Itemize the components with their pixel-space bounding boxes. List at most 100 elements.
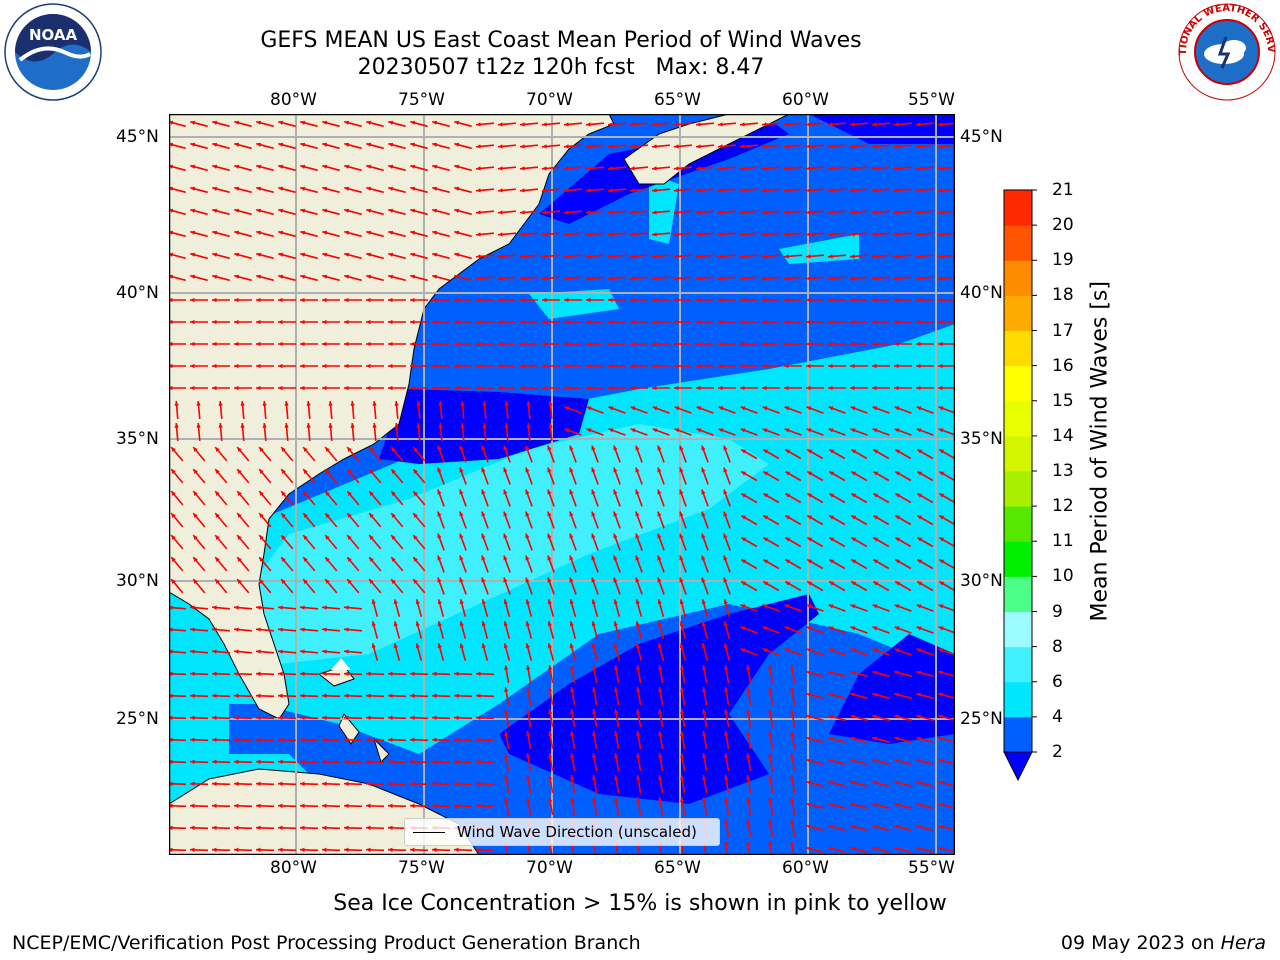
direction-arrow-head xyxy=(608,254,613,259)
direction-arrow-head xyxy=(696,166,701,171)
direction-arrow-head xyxy=(762,428,768,433)
direction-arrow-head xyxy=(504,731,509,736)
direction-arrow-head xyxy=(190,341,195,347)
direction-arrow-head xyxy=(212,671,217,677)
direction-arrow-head xyxy=(278,230,284,235)
direction-arrow-head xyxy=(190,186,196,191)
direction-arrow-head xyxy=(526,775,531,780)
direction-arrow-head xyxy=(763,581,769,586)
direction-arrow-head xyxy=(278,847,283,853)
direction-arrow-head xyxy=(806,254,811,259)
direction-arrow-head xyxy=(564,428,570,433)
direction-arrow-head xyxy=(281,579,286,584)
direction-arrow-head xyxy=(763,515,769,520)
direction-arrow-head xyxy=(432,208,438,213)
direction-arrow-head xyxy=(520,297,525,303)
direction-arrow-head xyxy=(564,188,569,193)
direction-arrow-head xyxy=(916,824,922,829)
direction-arrow-head xyxy=(657,511,662,517)
direction-arrow-head xyxy=(306,423,311,428)
direction-arrow-head xyxy=(300,825,305,831)
direction-arrow-head xyxy=(746,841,751,846)
direction-arrow-head xyxy=(503,445,508,451)
colorbar-segment xyxy=(1004,260,1032,296)
direction-arrow-head xyxy=(190,781,195,787)
direction-arrow-head xyxy=(388,341,393,347)
direction-arrow-head xyxy=(278,715,283,721)
direction-arrow-head xyxy=(718,385,723,391)
direction-arrow-head xyxy=(746,709,751,714)
direction-arrow-head xyxy=(278,781,283,787)
direction-arrow-head xyxy=(454,385,459,391)
direction-arrow-head xyxy=(785,471,791,476)
land-nova-scotia xyxy=(623,114,790,185)
direction-arrow-head xyxy=(437,621,442,627)
direction-arrow-head xyxy=(525,599,530,605)
colorbar-segment xyxy=(1004,611,1032,648)
direction-arrow-head xyxy=(432,297,437,303)
direction-arrow-head xyxy=(391,447,396,452)
direction-arrow-head xyxy=(873,537,879,542)
direction-arrow-head xyxy=(393,599,398,605)
direction-arrow-head xyxy=(196,401,201,406)
colorbar-tick-label: 6 xyxy=(1052,671,1063,692)
direction-arrow-head xyxy=(388,252,394,257)
direction-arrow-head xyxy=(592,753,597,758)
direction-arrow-head xyxy=(212,781,217,787)
direction-arrow-head xyxy=(415,599,420,605)
direction-arrow-head xyxy=(259,535,264,540)
direction-arrow-head xyxy=(614,731,619,736)
direction-arrow-head xyxy=(917,559,923,564)
direction-arrow-head xyxy=(696,210,701,215)
colorbar-tick-label: 20 xyxy=(1052,215,1074,236)
direction-arrow-head xyxy=(190,825,195,831)
direction-arrow-head xyxy=(784,626,790,631)
direction-arrow-head xyxy=(872,232,877,237)
direction-arrow-head xyxy=(762,626,768,631)
direction-arrow-head xyxy=(190,274,196,279)
direction-arrow-head xyxy=(212,693,217,699)
lon-tick-bottom: 80°W xyxy=(270,858,317,878)
direction-arrow-head xyxy=(680,775,685,780)
direction-arrow-head xyxy=(300,319,305,325)
direction-arrow-head xyxy=(212,120,218,125)
direction-arrow-head xyxy=(635,621,640,627)
direction-arrow-head xyxy=(723,621,728,627)
direction-arrow-head xyxy=(432,252,438,257)
direction-arrow-head xyxy=(322,230,328,235)
direction-arrow-head xyxy=(366,737,371,743)
direction-arrow-head xyxy=(784,648,790,653)
direction-arrow-head xyxy=(916,780,922,785)
direction-arrow-head xyxy=(674,341,679,347)
direction-arrow-head xyxy=(234,164,240,169)
direction-arrow-head xyxy=(256,803,261,809)
direction-arrow-head xyxy=(391,557,396,562)
direction-arrow-head xyxy=(369,469,374,474)
direction-arrow-head xyxy=(916,626,922,631)
direction-arrow-head xyxy=(437,643,442,649)
direction-arrow-head xyxy=(237,469,242,474)
direction-arrow-head xyxy=(256,341,261,347)
colorbar-segment xyxy=(1004,471,1032,507)
direction-arrow-head xyxy=(520,254,525,259)
direction-arrow-head xyxy=(542,232,547,237)
direction-arrow-head xyxy=(437,577,442,583)
direction-arrow-head xyxy=(652,254,657,259)
direction-arrow-head xyxy=(525,643,530,649)
direction-arrow-head xyxy=(746,775,751,780)
direction-arrow-head xyxy=(300,627,305,632)
lon-tick-bottom: 70°W xyxy=(526,858,573,878)
direction-arrow-head xyxy=(347,513,352,518)
footer-credit: NCEP/EMC/Verification Post Processing Pr… xyxy=(12,932,641,954)
direction-arrow-head xyxy=(938,736,944,741)
direction-arrow-head xyxy=(872,648,878,653)
direction-arrow-head xyxy=(215,579,220,584)
direction-arrow-head xyxy=(696,188,701,193)
direction-arrow-head xyxy=(613,511,618,517)
colorbar xyxy=(1003,189,1037,782)
direction-arrow-head xyxy=(234,715,239,721)
direction-arrow-head xyxy=(630,276,635,281)
direction-arrow-head xyxy=(542,210,547,215)
direction-arrow-head xyxy=(410,230,416,235)
lat-tick-left: 45°N xyxy=(116,127,159,147)
